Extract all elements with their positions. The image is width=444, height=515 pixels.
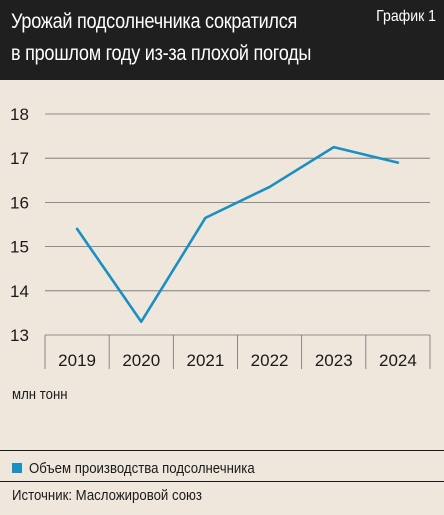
line-chart: 13 14 15 16 17 18 2019 2020 2021 2022 2023 2024 bbox=[10, 105, 431, 370]
title-line-2: в прошлом году из-за плохой погоды bbox=[11, 42, 312, 65]
x-tick-label-2023: 2023 bbox=[315, 351, 353, 370]
source-divider bbox=[0, 481, 444, 482]
title-line-1: Урожай подсолнечника сократился bbox=[11, 10, 297, 33]
y-tick-label-16: 16 bbox=[10, 193, 29, 212]
x-tick-label-2022: 2022 bbox=[251, 351, 289, 370]
x-tick-label-2019: 2019 bbox=[58, 351, 96, 370]
grid-lines bbox=[45, 113, 430, 336]
x-tick-label-2024: 2024 bbox=[379, 351, 417, 370]
x-axis-ticks: 2019 2020 2021 2022 2023 2024 bbox=[44, 335, 431, 370]
series-line bbox=[75, 145, 400, 324]
y-axis-ticks: 13 14 15 16 17 18 bbox=[10, 105, 29, 345]
y-tick-label-14: 14 bbox=[10, 282, 29, 301]
y-axis-unit-label: млн тонн bbox=[12, 386, 68, 403]
y-tick-label-15: 15 bbox=[10, 238, 29, 257]
legend-label: Объем производства подсолнечника bbox=[29, 459, 255, 477]
chart-header: Урожай подсолнечника сократился в прошло… bbox=[0, 0, 444, 80]
legend-swatch bbox=[12, 463, 22, 473]
y-tick-label-17: 17 bbox=[10, 149, 29, 168]
y-tick-label-13: 13 bbox=[10, 326, 29, 345]
source-note: Источник: Масложировой союз bbox=[12, 487, 202, 504]
chart-legend: Объем производства подсолнечника bbox=[12, 458, 285, 478]
chart-title: Урожай подсолнечника сократился в прошло… bbox=[11, 6, 312, 70]
series-layer bbox=[75, 145, 400, 324]
y-tick-label-18: 18 bbox=[10, 105, 29, 124]
graph-number-label: График 1 bbox=[376, 8, 436, 25]
x-tick-label-2021: 2021 bbox=[187, 351, 225, 370]
x-tick-label-2020: 2020 bbox=[122, 351, 160, 370]
legend-divider bbox=[0, 450, 444, 451]
